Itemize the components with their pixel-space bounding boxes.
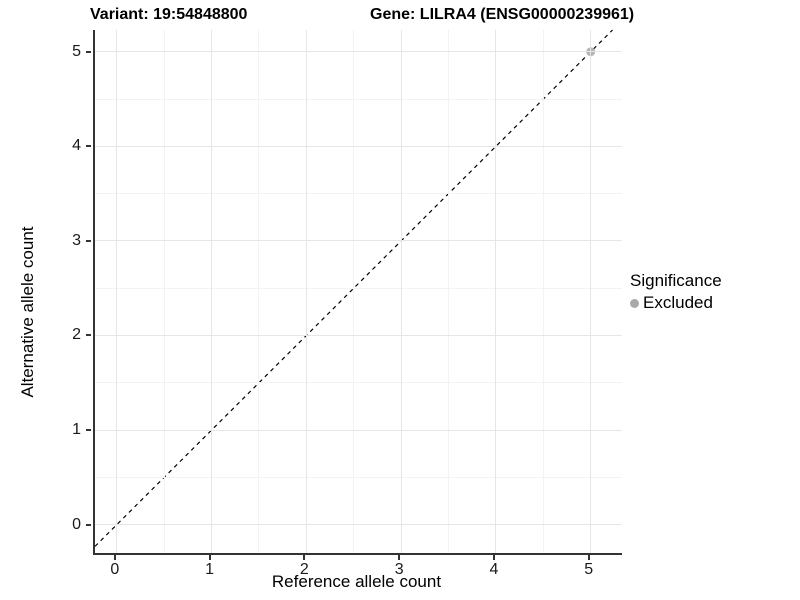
gridline-x-minor xyxy=(258,30,260,553)
y-tick-mark xyxy=(86,334,91,337)
x-tick-label: 4 xyxy=(489,561,499,578)
x-tick-label: 0 xyxy=(110,561,120,578)
y-tick-label: 2 xyxy=(72,326,81,344)
excluded-point-icon xyxy=(630,298,639,308)
gridline-x-minor xyxy=(448,30,450,553)
gridline-y-minor xyxy=(95,476,622,478)
gridline-y-minor xyxy=(95,287,622,289)
plot-panel xyxy=(93,29,622,555)
gridline-x-minor xyxy=(542,30,544,553)
gridline-x-major xyxy=(305,30,307,553)
y-tick-label: 3 xyxy=(72,231,81,249)
gridline-y-major xyxy=(95,51,622,53)
y-tick-mark xyxy=(86,239,91,242)
gridline-y-major xyxy=(95,145,622,147)
gridline-x-major xyxy=(116,30,118,553)
y-axis-title: Alternative allele count xyxy=(18,226,37,398)
y-tick-label: 5 xyxy=(72,42,81,60)
legend: Significance Excluded xyxy=(630,270,722,314)
y-tick-mark xyxy=(86,145,91,148)
y-tick-mark xyxy=(86,523,91,526)
x-tick-mark xyxy=(208,555,211,560)
gene-title: Gene: LILRA4 (ENSG00000239961) xyxy=(370,6,635,23)
x-tick-mark xyxy=(113,555,116,560)
gridline-y-major xyxy=(95,334,622,336)
variant-title: Variant: 19:54848800 xyxy=(90,6,248,23)
legend-item-label: Excluded xyxy=(643,293,713,312)
x-tick-label: 2 xyxy=(299,561,309,578)
x-tick-mark xyxy=(398,555,401,560)
y-tick-mark xyxy=(86,50,91,53)
x-tick-label: 3 xyxy=(394,561,404,578)
x-axis-title: Reference allele count xyxy=(271,572,442,591)
identity-reference-line xyxy=(94,29,613,547)
gridline-y-minor xyxy=(95,98,622,100)
gridline-x-minor xyxy=(353,30,355,553)
gridline-y-minor xyxy=(95,382,622,384)
gridline-x-major xyxy=(495,30,497,553)
x-tick-mark xyxy=(587,555,590,560)
gridline-y-major xyxy=(95,524,622,526)
gridline-x-minor xyxy=(163,30,165,553)
x-tick-label: 1 xyxy=(205,561,215,578)
gridline-y-major xyxy=(95,240,622,242)
gridline-y-minor xyxy=(95,193,622,195)
x-tick-mark xyxy=(492,555,495,560)
x-tick-label: 5 xyxy=(584,561,594,578)
y-tick-label: 4 xyxy=(72,137,81,155)
y-tick-mark xyxy=(86,429,91,432)
x-tick-mark xyxy=(303,555,306,560)
gridline-y-major xyxy=(95,429,622,431)
legend-title: Significance xyxy=(630,271,722,290)
gridline-x-major xyxy=(400,30,402,553)
legend-item-excluded: Excluded xyxy=(630,292,722,314)
gridline-x-major xyxy=(590,30,592,553)
y-tick-label: 0 xyxy=(72,515,81,533)
y-tick-label: 1 xyxy=(72,421,81,439)
gridline-x-major xyxy=(211,30,213,553)
